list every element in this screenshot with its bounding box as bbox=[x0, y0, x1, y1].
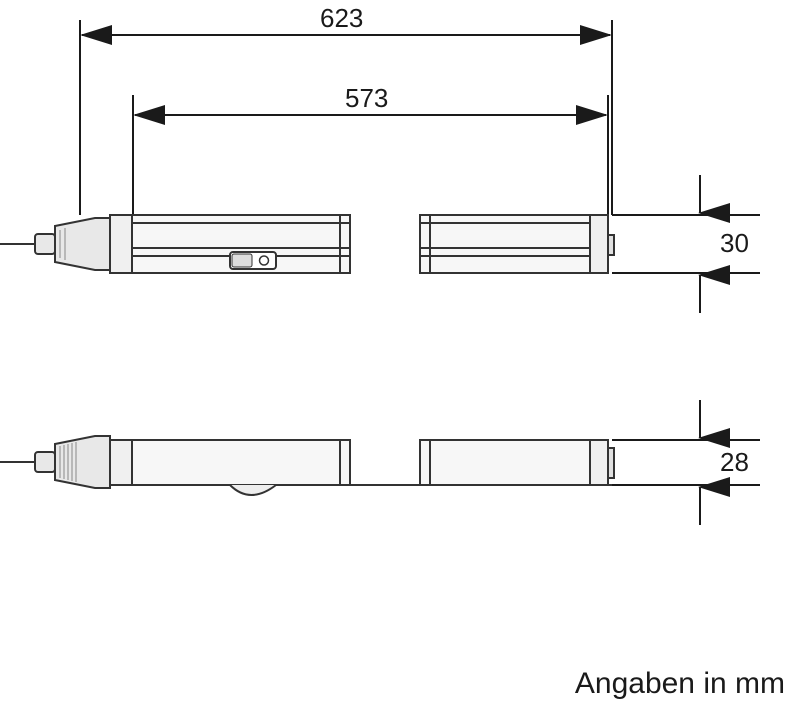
drawing-svg bbox=[0, 0, 800, 721]
dimension-623 bbox=[80, 20, 612, 215]
dim-label-573: 573 bbox=[345, 83, 388, 114]
switch-icon bbox=[230, 252, 276, 269]
body-right-front bbox=[420, 215, 614, 273]
dim-label-623: 623 bbox=[320, 3, 363, 34]
body-left-side bbox=[110, 440, 350, 495]
cable-plug-top bbox=[0, 218, 110, 270]
units-caption: Angaben in mm bbox=[575, 667, 785, 701]
cable-plug-side bbox=[0, 436, 110, 488]
body-left-front bbox=[110, 215, 350, 273]
body-right-side bbox=[420, 440, 614, 485]
dim-label-28: 28 bbox=[720, 447, 749, 478]
side-view bbox=[0, 436, 614, 495]
dim-label-30: 30 bbox=[720, 228, 749, 259]
front-view bbox=[0, 215, 614, 273]
technical-drawing: 623 573 30 28 Angaben in mm bbox=[0, 0, 800, 721]
